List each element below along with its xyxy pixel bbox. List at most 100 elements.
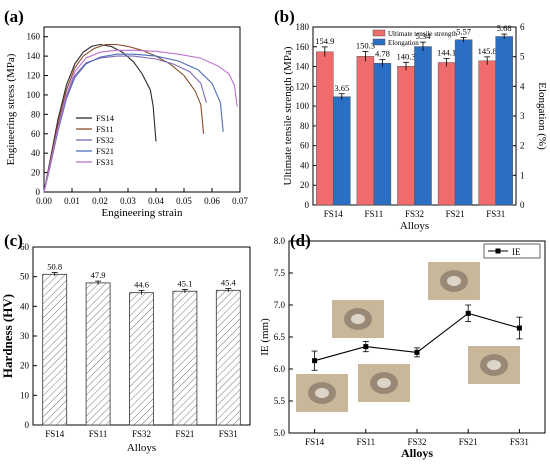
legend-label: FS21 (96, 146, 114, 156)
hardness-data-label: 50.8 (47, 262, 62, 272)
sample-dimple-highlight (315, 388, 329, 398)
elongation-data-label: 5.68 (497, 23, 512, 33)
y-tick-label: 60 (20, 242, 30, 252)
ie-data-point (414, 349, 420, 355)
sample-photo (358, 364, 410, 402)
panel-label-c: (c) (4, 231, 23, 250)
x-tick-label: FS31 (486, 209, 505, 219)
x-tick-label: 0.04 (148, 196, 164, 206)
y-tick-label: 100 (296, 101, 310, 111)
panel-label-a: (a) (4, 7, 24, 26)
y-axis-label: IE (mm) (259, 318, 271, 356)
y-axis-label: Engineering stress (MPa) (5, 53, 17, 165)
y-tick-label: 120 (296, 81, 310, 91)
elongation-bar (414, 46, 432, 206)
y-axis-label: Hardness (HV) (0, 294, 15, 378)
y-tick-label: 8.0 (274, 236, 286, 246)
x-axis-label: Alloys (127, 442, 156, 454)
y-tick-label: 7.5 (274, 268, 286, 278)
x-tick-label: FS32 (132, 429, 151, 439)
legend-label: IE (512, 247, 521, 257)
elongation-data-label: 5.57 (456, 26, 471, 36)
y2-tick-label: 3 (520, 111, 525, 121)
x-tick-label: 0.00 (36, 196, 52, 206)
plot-frame (43, 26, 241, 193)
x-tick-label: FS21 (459, 437, 478, 447)
elongation-bar (373, 62, 392, 206)
series-line-fs31 (43, 49, 238, 193)
y-tick-label: 80 (31, 109, 41, 119)
legend-box (483, 243, 541, 259)
y-tick-label: 10 (20, 390, 30, 400)
x-tick-label: FS31 (510, 437, 529, 447)
uts-data-label: 145.8 (478, 46, 497, 56)
legend-swatch (372, 29, 386, 37)
y-tick-label: 40 (20, 301, 30, 311)
y-tick-label: 0 (25, 420, 30, 430)
y-tick-label: 7.0 (274, 300, 286, 310)
y-tick-label: 30 (20, 331, 30, 341)
sample-photo (468, 346, 520, 384)
uts-bar (397, 66, 415, 206)
y-tick-label: 6.0 (274, 364, 286, 374)
panel-b-uts-elongation: 0 20 40 60 80 100 120 140 160 180 0 1 2 3 4 5 6 Ultimate … (282, 22, 548, 232)
sample-dimple-highlight (377, 378, 391, 388)
x-axis-label: Engineering strain (102, 207, 183, 219)
y-tick-label: 160 (296, 42, 310, 52)
y-tick-label: 0 (36, 187, 41, 197)
elongation-bar (454, 39, 473, 206)
x-tick-label: FS11 (89, 429, 108, 439)
legend-label: Elongation (388, 39, 419, 47)
y2-tick-label: 6 (520, 22, 525, 32)
x-tick-label: FS32 (405, 209, 424, 219)
x-tick-label: 0.03 (120, 196, 136, 206)
panel-label-b: (b) (274, 7, 295, 26)
sample-dimple-highlight (487, 360, 501, 370)
elongation-data-label: 4.78 (375, 49, 390, 59)
y-tick-label: 6.5 (274, 332, 286, 342)
series-line-fs14 (43, 43, 157, 193)
legend-swatch-marker (495, 248, 501, 254)
series-line-fs21 (43, 53, 224, 193)
y2-tick-label: 2 (520, 141, 525, 151)
y-tick-label: 160 (27, 32, 41, 42)
x-axis-label: Alloys (401, 446, 433, 460)
x-axis-label: Alloys (400, 220, 429, 232)
y-tick-label: 40 (300, 160, 310, 170)
hardness-bar (42, 273, 68, 426)
x-tick-label: FS32 (407, 437, 426, 447)
hardness-bar (215, 289, 241, 426)
uts-bar (478, 60, 496, 206)
y-tick-label: 5.5 (274, 396, 286, 406)
y-tick-label: 80 (300, 121, 310, 131)
uts-bar (437, 62, 456, 206)
sample-dimple-highlight (351, 314, 365, 324)
legend-label: FS32 (96, 135, 114, 145)
elongation-bar (495, 36, 513, 206)
sample-photo (296, 374, 348, 412)
x-tick-label: 0.01 (64, 196, 80, 206)
sample-photo (332, 300, 384, 338)
elongation-data-label: 5.34 (416, 31, 432, 41)
uts-bar (316, 51, 334, 206)
x-tick-label: FS14 (324, 209, 344, 219)
panel-d-ie: 5.0 5.5 6.0 6.5 7.0 7.5 8.0 IE (mm) Alloys FS14 FS… (259, 236, 546, 460)
panel-a-stress-strain: 0.00 0.01 0.02 0.03 0.04 0.05 0.06 0.07 0 20 40 60 8… (5, 26, 248, 219)
hardness-bar (172, 290, 198, 426)
x-tick-label: 0.05 (176, 196, 192, 206)
y2-axis-label: Elongation (%) (536, 82, 548, 150)
y2-tick-label: 5 (520, 52, 525, 62)
y-tick-label: 100 (27, 90, 41, 100)
panel-c-hardness: 0 10 20 30 40 50 60 Hardness (HV) Alloys FS14 50.8… (0, 242, 251, 454)
y-tick-label: 5.0 (274, 428, 286, 438)
legend-label: Ultimate tensile strength (388, 30, 457, 38)
hardness-bar (129, 292, 154, 426)
y-tick-label: 140 (296, 62, 310, 72)
x-tick-label: 0.06 (204, 196, 220, 206)
legend-label: FS31 (96, 157, 114, 167)
ie-data-point (516, 325, 522, 331)
x-tick-label: FS21 (175, 429, 194, 439)
y-tick-label: 20 (20, 361, 30, 371)
sample-dimple-highlight (447, 276, 461, 286)
series-line-fs32 (43, 55, 207, 193)
